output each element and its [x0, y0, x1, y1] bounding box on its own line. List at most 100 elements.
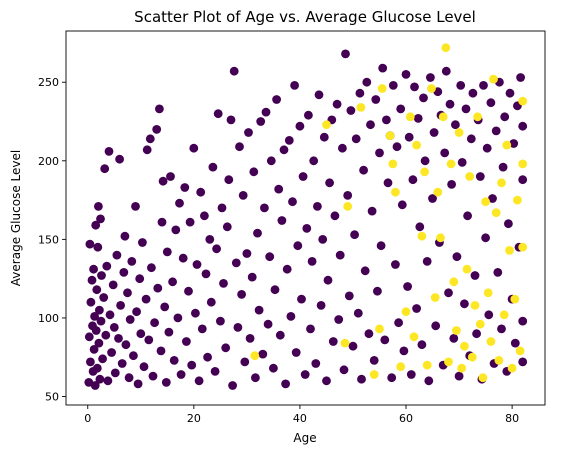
data-point-class-0 — [93, 242, 103, 252]
data-point-class-1 — [438, 112, 448, 122]
data-point-class-0 — [95, 374, 105, 384]
data-point-class-0 — [162, 247, 172, 257]
data-point-class-0 — [509, 139, 519, 148]
data-point-class-0 — [338, 143, 347, 153]
data-point-class-0 — [488, 194, 497, 203]
data-point-class-0 — [221, 343, 231, 353]
data-point-class-0 — [231, 258, 241, 268]
data-point-class-0 — [196, 187, 206, 197]
data-point-class-1 — [483, 288, 493, 298]
y-tick-label: 100 — [38, 312, 59, 325]
points-layer — [84, 43, 528, 390]
data-point-class-1 — [452, 326, 461, 335]
data-point-class-0 — [353, 308, 363, 318]
data-point-class-0 — [314, 90, 324, 100]
data-point-class-0 — [375, 148, 384, 158]
data-point-class-0 — [415, 222, 425, 232]
data-point-class-0 — [89, 345, 99, 354]
data-point-class-0 — [233, 323, 243, 332]
data-point-class-0 — [376, 241, 386, 251]
data-point-class-0 — [295, 121, 305, 131]
data-point-class-1 — [377, 84, 387, 93]
data-point-class-0 — [391, 260, 400, 269]
data-point-class-0 — [408, 175, 418, 185]
data-point-class-0 — [346, 106, 356, 115]
data-point-class-0 — [263, 319, 273, 329]
data-point-class-0 — [203, 352, 213, 362]
data-point-class-0 — [251, 373, 260, 383]
x-tick-label: 20 — [187, 412, 201, 425]
data-point-class-0 — [219, 279, 228, 288]
data-point-class-0 — [114, 334, 123, 343]
plot-background — [66, 31, 545, 405]
data-point-class-0 — [197, 324, 207, 334]
data-point-class-0 — [362, 77, 372, 87]
data-point-class-1 — [446, 159, 456, 169]
data-point-class-0 — [350, 230, 359, 240]
data-point-class-0 — [369, 356, 379, 365]
data-point-class-1 — [494, 356, 504, 365]
data-point-class-1 — [322, 120, 331, 130]
data-point-class-0 — [463, 211, 472, 221]
data-point-class-0 — [184, 286, 193, 296]
data-point-class-1 — [467, 352, 477, 362]
data-point-class-1 — [478, 373, 488, 383]
data-point-class-0 — [297, 294, 306, 304]
data-point-class-1 — [465, 172, 475, 181]
data-point-class-0 — [136, 329, 146, 339]
data-point-class-0 — [132, 307, 142, 317]
data-point-class-0 — [457, 158, 467, 167]
data-point-class-0 — [242, 249, 252, 258]
data-point-class-0 — [279, 145, 289, 155]
data-point-class-0 — [302, 224, 312, 233]
data-point-class-0 — [518, 316, 528, 326]
y-axis-label: Average Glucose Level — [9, 150, 23, 286]
data-point-class-0 — [472, 329, 481, 339]
data-point-class-0 — [127, 257, 137, 266]
data-point-class-0 — [359, 165, 368, 175]
data-point-class-0 — [99, 293, 109, 302]
data-point-class-0 — [447, 180, 456, 189]
data-point-class-0 — [429, 128, 439, 137]
data-point-class-0 — [344, 291, 354, 301]
data-point-class-0 — [332, 99, 342, 109]
data-point-class-0 — [518, 357, 528, 367]
data-point-class-0 — [367, 206, 377, 216]
data-point-class-0 — [116, 301, 125, 310]
data-point-class-0 — [382, 115, 391, 125]
data-point-class-0 — [373, 286, 382, 296]
data-point-class-1 — [507, 363, 517, 373]
data-point-class-0 — [176, 370, 186, 379]
y-tick-label: 150 — [38, 233, 59, 246]
data-point-class-0 — [306, 324, 315, 334]
data-point-class-1 — [449, 277, 459, 287]
data-point-class-0 — [293, 241, 303, 251]
data-point-class-0 — [518, 121, 528, 131]
data-point-class-0 — [249, 167, 259, 177]
data-point-class-0 — [92, 285, 102, 295]
data-point-class-1 — [518, 242, 528, 252]
data-point-class-0 — [185, 217, 195, 227]
data-point-class-0 — [410, 82, 419, 92]
data-point-class-0 — [240, 357, 250, 367]
data-point-class-0 — [105, 310, 115, 320]
data-point-class-0 — [265, 252, 275, 262]
data-point-class-0 — [424, 376, 434, 386]
data-point-class-1 — [356, 103, 366, 112]
data-point-class-1 — [518, 96, 528, 106]
data-point-class-0 — [201, 269, 211, 279]
data-point-class-0 — [212, 244, 222, 254]
data-point-class-0 — [152, 124, 162, 134]
data-point-class-0 — [510, 338, 520, 348]
data-point-class-0 — [371, 95, 381, 104]
data-point-class-0 — [158, 176, 168, 186]
data-point-class-0 — [123, 288, 132, 298]
data-point-class-0 — [493, 268, 503, 277]
data-point-class-1 — [475, 319, 485, 329]
data-point-class-0 — [420, 156, 430, 166]
data-point-class-0 — [417, 340, 427, 350]
data-point-class-0 — [102, 261, 112, 271]
data-point-class-0 — [466, 134, 476, 144]
data-point-class-0 — [319, 132, 329, 142]
data-point-class-1 — [396, 362, 406, 372]
